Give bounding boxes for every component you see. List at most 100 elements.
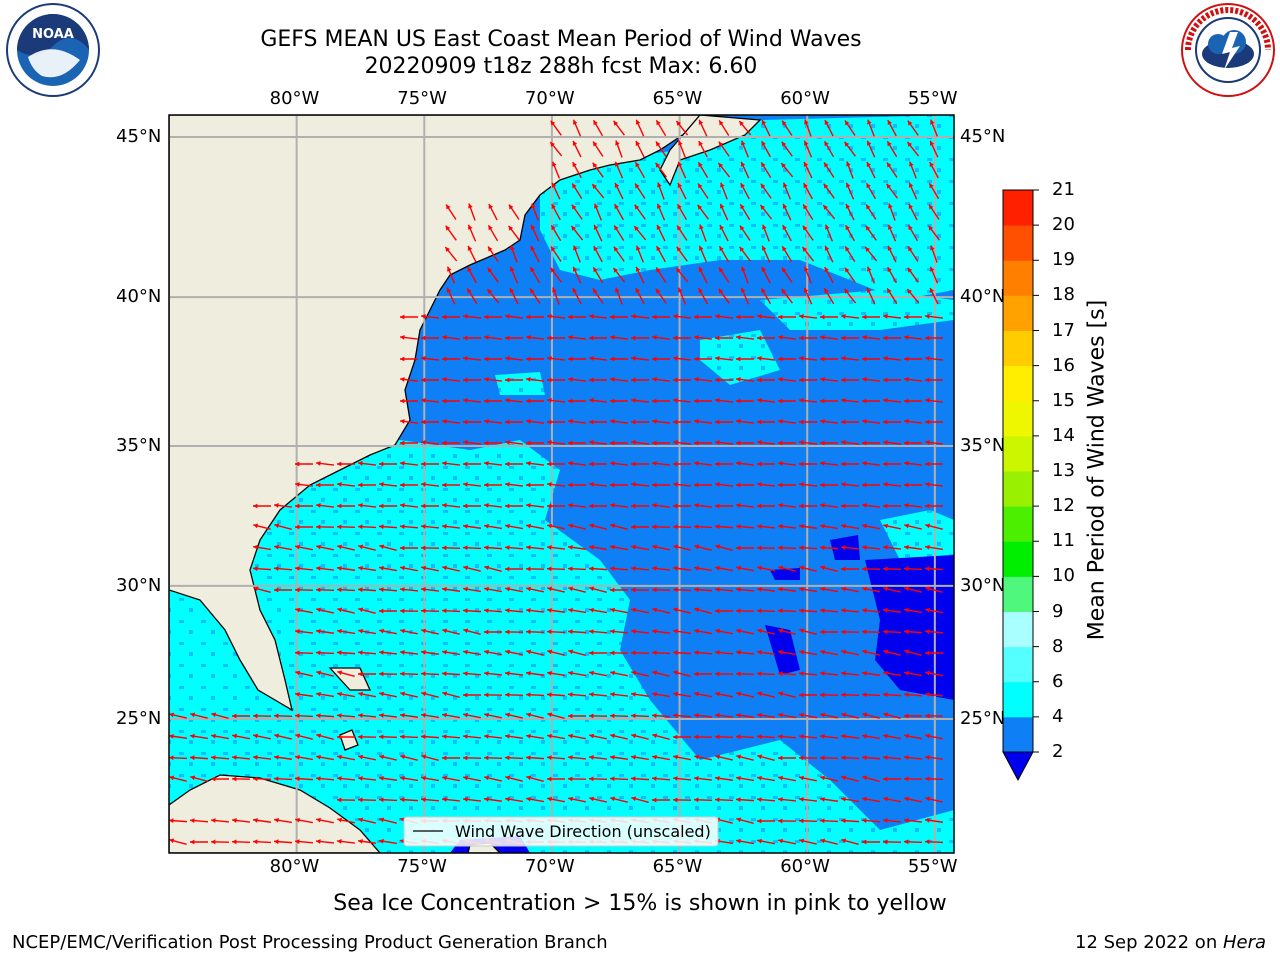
direction-arrow: [463, 419, 481, 425]
direction-arrow: [358, 691, 376, 698]
direction-arrow: [444, 246, 458, 262]
direction-arrow: [551, 203, 561, 221]
direction-arrow: [882, 629, 902, 635]
direction-arrow: [777, 671, 797, 677]
direction-arrow: [798, 398, 818, 403]
direction-arrow: [714, 775, 734, 781]
direction-arrow: [657, 182, 665, 200]
direction-arrow: [908, 182, 918, 200]
direction-arrow: [756, 524, 776, 529]
direction-arrow: [841, 377, 859, 383]
direction-arrow: [630, 440, 650, 445]
direction-arrow: [274, 733, 292, 740]
direction-arrow: [630, 566, 650, 571]
direction-arrow: [714, 398, 734, 403]
direction-arrow: [672, 797, 692, 803]
direction-arrow: [673, 377, 691, 383]
direction-arrow: [252, 713, 272, 719]
direction-arrow: [888, 203, 896, 221]
direction-arrow: [798, 734, 818, 739]
direction-arrow: [757, 691, 775, 698]
direction-arrow: [819, 671, 839, 676]
direction-arrow: [841, 838, 859, 846]
direction-arrow: [570, 225, 584, 241]
direction-arrow: [907, 267, 919, 283]
direction-arrow: [928, 204, 940, 220]
direction-arrow: [652, 607, 670, 614]
noaa-logo: NOAA: [6, 3, 100, 97]
direction-arrow: [547, 670, 565, 677]
colorbar-title: Mean Period of Wind Waves [s]: [1084, 299, 1110, 641]
direction-arrow: [694, 607, 712, 615]
direction-arrow: [883, 586, 901, 593]
direction-arrow: [694, 691, 712, 698]
direction-arrow: [904, 733, 922, 740]
direction-arrow: [819, 608, 839, 613]
lon-tick-label-bottom: 60°W: [780, 856, 830, 877]
direction-arrow: [799, 565, 817, 572]
direction-arrow: [420, 545, 440, 551]
direction-arrow: [672, 440, 692, 445]
direction-arrow: [550, 246, 562, 262]
direction-arrow: [697, 161, 709, 179]
colorbar-segment: [1003, 471, 1033, 507]
direction-arrow: [904, 649, 922, 657]
direction-arrow: [190, 733, 208, 740]
direction-arrow: [904, 398, 922, 404]
direction-arrow: [735, 524, 755, 529]
direction-arrow: [294, 566, 314, 571]
direction-arrow: [652, 670, 670, 677]
direction-arrow: [777, 797, 797, 802]
direction-arrow: [820, 398, 838, 404]
direction-arrow: [593, 203, 603, 221]
direction-arrow: [253, 733, 271, 740]
direction-arrow: [925, 523, 943, 530]
direction-arrow: [315, 524, 335, 530]
direction-arrow: [336, 713, 356, 718]
direction-arrow: [694, 440, 712, 446]
lat-tick-label-right: 40°N: [960, 286, 1006, 308]
direction-arrow: [760, 161, 772, 179]
direction-arrow: [928, 225, 940, 241]
direction-arrow: [924, 839, 944, 845]
direction-arrow: [483, 335, 503, 340]
direction-arrow: [740, 287, 750, 305]
direction-arrow: [546, 629, 566, 635]
direction-arrow: [358, 671, 376, 677]
direction-arrow: [903, 461, 923, 466]
direction-arrow: [358, 607, 376, 615]
direction-arrow: [567, 692, 587, 697]
direction-arrow: [735, 671, 755, 677]
direction-arrow: [315, 587, 335, 593]
direction-arrow: [337, 607, 355, 614]
direction-arrow: [903, 629, 923, 635]
direction-arrow: [844, 141, 856, 157]
direction-arrow: [421, 712, 439, 719]
direction-arrow: [315, 503, 335, 508]
direction-arrow: [930, 245, 938, 263]
direction-arrow: [508, 204, 520, 220]
direction-arrow: [358, 817, 376, 824]
direction-arrow: [924, 314, 944, 319]
direction-arrow: [253, 544, 271, 551]
direction-arrow: [714, 734, 734, 740]
direction-arrow: [698, 245, 708, 263]
direction-arrow: [777, 461, 797, 466]
direction-arrow: [865, 204, 877, 220]
direction-arrow: [756, 608, 776, 614]
direction-arrow: [865, 182, 877, 200]
direction-arrow: [504, 755, 524, 761]
direction-arrow: [907, 246, 919, 262]
direction-arrow: [441, 734, 461, 739]
direction-arrow: [316, 482, 334, 488]
lon-tick-label-top: 60°W: [780, 88, 830, 109]
direction-arrow: [613, 120, 625, 136]
map-area: [169, 115, 954, 853]
direction-arrow: [462, 398, 482, 403]
direction-arrow: [656, 245, 666, 263]
direction-arrow: [928, 182, 940, 200]
direction-arrow: [274, 544, 292, 551]
direction-arrow: [634, 183, 646, 199]
direction-arrow: [337, 817, 355, 824]
direction-arrow: [735, 734, 755, 740]
